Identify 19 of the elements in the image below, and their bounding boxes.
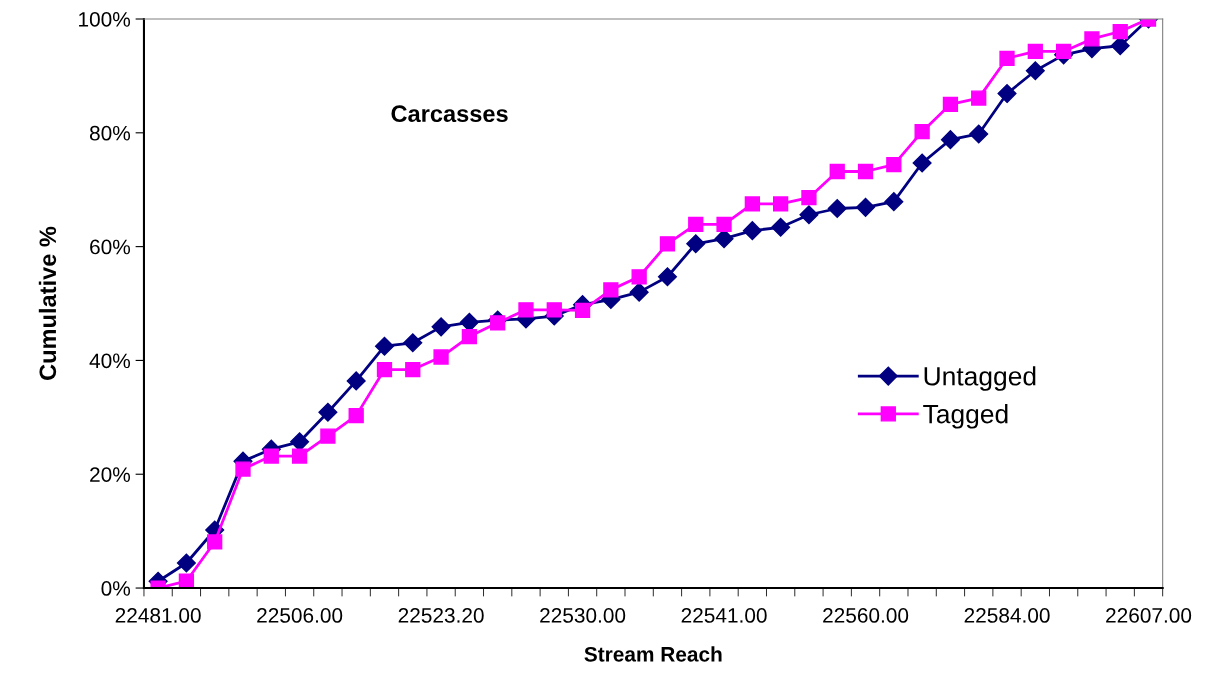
y-tick-label: 60%: [90, 239, 131, 255]
x-tick-label: 22607.00: [1106, 608, 1192, 623]
x-tick-label: 22530.00: [540, 608, 626, 623]
y-axis-title: Cumulative %: [38, 226, 57, 380]
x-tick-label: 22541.00: [681, 608, 767, 623]
legend-label: Untagged: [924, 366, 1036, 391]
x-axis-title: Stream Reach: [584, 646, 722, 662]
y-tick-label: 40%: [89, 353, 131, 369]
x-tick-label: 22506.00: [257, 608, 343, 623]
x-tick-label: 22523.20: [398, 608, 484, 623]
y-tick-label: 0%: [101, 581, 131, 596]
x-tick-label: 22481.00: [115, 608, 201, 623]
y-tick-label: 100%: [79, 12, 131, 27]
legend-label: Tagged: [923, 404, 1008, 429]
x-tick-label: 22584.00: [964, 608, 1050, 623]
annotation: Carcasses: [391, 105, 508, 123]
x-tick-label: 22560.00: [823, 608, 909, 623]
y-tick-label: 80%: [89, 125, 131, 141]
y-tick-label: 20%: [90, 467, 131, 482]
